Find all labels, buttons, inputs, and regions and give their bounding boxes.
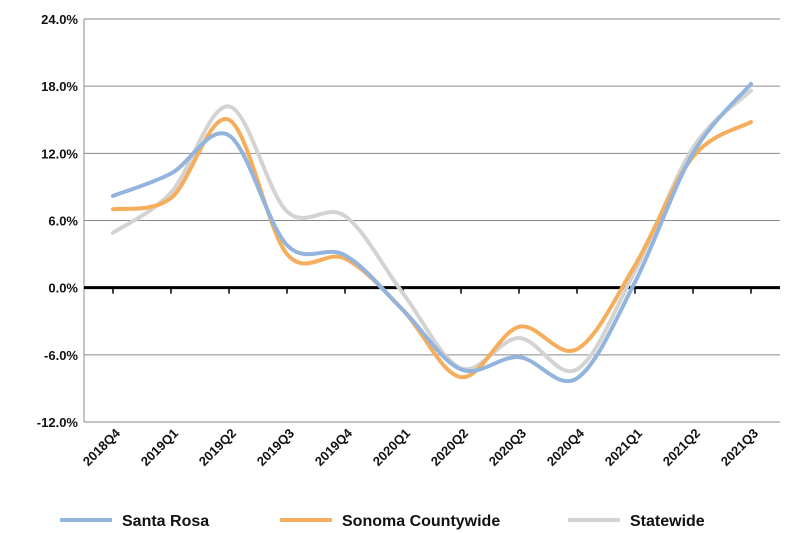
y-tick-label: 18.0% [41,79,78,94]
x-tick-label: 2021Q2 [660,426,703,469]
y-tick-label: 12.0% [41,146,78,161]
x-tick-label: 2018Q4 [80,425,124,469]
x-tick-label: 2020Q4 [544,425,588,469]
y-tick-label: 0.0% [48,281,78,296]
x-tick-label: 2021Q1 [602,426,645,469]
y-tick-label: 6.0% [48,214,78,229]
y-tick-label: 24.0% [41,12,78,27]
y-tick-label: -12.0% [37,415,79,430]
legend-label-statewide: Statewide [630,513,705,530]
x-tick-label: 2019Q1 [138,426,181,469]
y-axis: 24.0% 18.0% 12.0% 6.0% 0.0% -6.0% -12.0% [37,12,85,430]
series-line-sonoma-countywide [111,117,753,380]
legend: Santa Rosa Sonoma Countywide Statewide [60,513,705,530]
y-tick-label: -6.0% [44,348,78,363]
gridlines [84,18,780,423]
x-tick-label: 2020Q3 [486,426,529,469]
x-tick-label: 2021Q3 [718,426,761,469]
x-tick-label: 2019Q4 [312,425,356,469]
series-lines [111,81,753,383]
x-tick-label: 2020Q2 [428,426,471,469]
legend-label-santa-rosa: Santa Rosa [122,513,209,530]
x-axis: 2018Q4 2019Q1 2019Q2 2019Q3 2019Q4 2020Q1 2020… [80,286,780,469]
x-tick-label: 2019Q3 [254,426,297,469]
legend-label-sonoma-countywide: Sonoma Countywide [342,513,500,530]
series-line-santa-rosa [111,81,753,383]
x-tick-label: 2020Q1 [370,426,413,469]
x-tick-label: 2019Q2 [196,426,239,469]
